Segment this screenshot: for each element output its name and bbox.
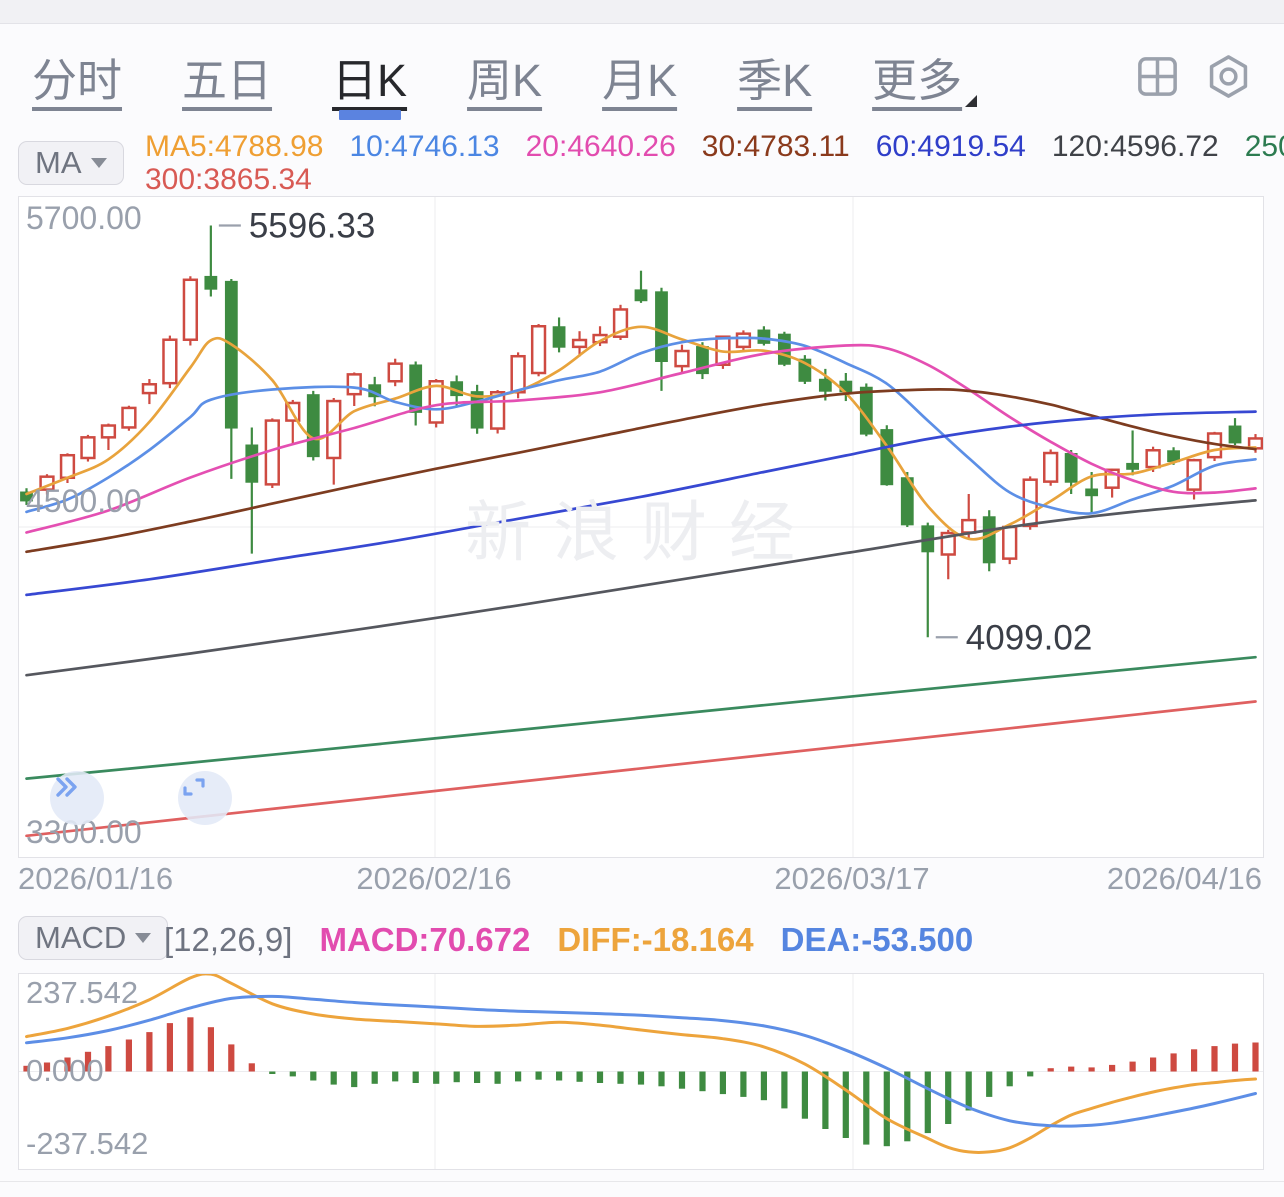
macd-selector-label: MACD	[35, 920, 127, 955]
price-chart-svg: 5596.33 4099.02	[19, 197, 1263, 857]
macd-chart-svg	[19, 974, 1263, 1169]
grid-layout-icon[interactable]	[1134, 53, 1181, 100]
resize-chart-button[interactable]	[178, 771, 232, 825]
tab-more[interactable]: 更多	[872, 44, 978, 109]
svg-text:4099.02: 4099.02	[966, 618, 1093, 657]
ma60-value: 60:4919.54	[875, 130, 1026, 163]
tab-five-day[interactable]: 五日	[182, 54, 273, 106]
diff-value: DIFF:-18.164	[557, 921, 754, 958]
tab-daily-k[interactable]: 日K	[332, 44, 407, 109]
tab-monthly-k[interactable]: 月K	[602, 54, 678, 106]
macd-indicator-selector[interactable]: MACD	[18, 916, 169, 960]
ma-indicator-selector[interactable]: MA	[18, 141, 124, 185]
x-axis-labels: 2026/01/16 2026/02/16 2026/03/17 2026/04…	[18, 861, 1262, 899]
settings-gear-icon[interactable]	[1205, 53, 1252, 100]
ma-legend-row-1: MA5:4788.98 10:4746.13 20:4640.26 30:478…	[145, 130, 1284, 163]
xtick-apr: 2026/04/16	[1106, 861, 1262, 896]
scroll-forward-button[interactable]	[50, 771, 104, 825]
price-chart-panel[interactable]: 5596.33 4099.02 新浪财经 5700.00 4500.00 3300…	[18, 196, 1264, 858]
macd-value: MACD:70.672	[319, 921, 531, 958]
expand-corners-icon	[183, 778, 205, 796]
ma-legend-row-2: 300:3865.34	[145, 163, 1284, 196]
tab-more-label: 更多	[872, 54, 963, 106]
toolbar-icons	[1134, 53, 1284, 100]
tab-minute[interactable]: 分时	[32, 54, 123, 106]
ma5-value: MA5:4788.98	[145, 130, 324, 163]
status-bar-strip	[0, 0, 1284, 24]
ma250-value: 250:4026.56	[1244, 130, 1284, 163]
svg-text:5596.33: 5596.33	[249, 207, 376, 246]
ma20-value: 20:4640.26	[525, 130, 676, 163]
xtick-mar: 2026/03/17	[774, 861, 930, 896]
tab-quarterly-k[interactable]: 季K	[737, 54, 813, 106]
chevron-down-icon	[90, 158, 107, 168]
ma10-value: 10:4746.13	[349, 130, 500, 163]
tab-weekly-k[interactable]: 周K	[467, 54, 543, 106]
ma300-value: 300:3865.34	[145, 163, 312, 196]
ma-selector-label: MA	[35, 145, 82, 180]
dea-value: DEA:-53.500	[780, 921, 974, 958]
ma120-value: 120:4596.72	[1051, 130, 1219, 163]
period-tab-bar: 分时 五日 日K 周K 月K 季K 更多	[0, 24, 1284, 128]
macd-params: [12,26,9]	[164, 921, 293, 958]
ma-legend: MA5:4788.98 10:4746.13 20:4640.26 30:478…	[145, 130, 1284, 196]
ma30-value: 30:4783.11	[701, 130, 850, 163]
more-caret-icon	[965, 94, 978, 107]
macd-chart-panel[interactable]: 237.542 0.000 -237.542	[18, 973, 1264, 1170]
macd-legend: [12,26,9] MACD:70.672 DIFF:-18.164 DEA:-…	[164, 921, 973, 959]
xtick-jan: 2026/01/16	[18, 861, 174, 896]
chevrons-right-icon	[56, 777, 77, 797]
bottom-divider	[0, 1181, 1284, 1182]
ma-toolbar: MA MA5:4788.98 10:4746.13 20:4640.26 30:…	[0, 128, 1284, 196]
chevron-down-icon	[135, 933, 152, 943]
xtick-feb: 2026/02/16	[356, 861, 512, 896]
macd-toolbar: MACD [12,26,9] MACD:70.672 DIFF:-18.164 …	[0, 908, 1284, 970]
